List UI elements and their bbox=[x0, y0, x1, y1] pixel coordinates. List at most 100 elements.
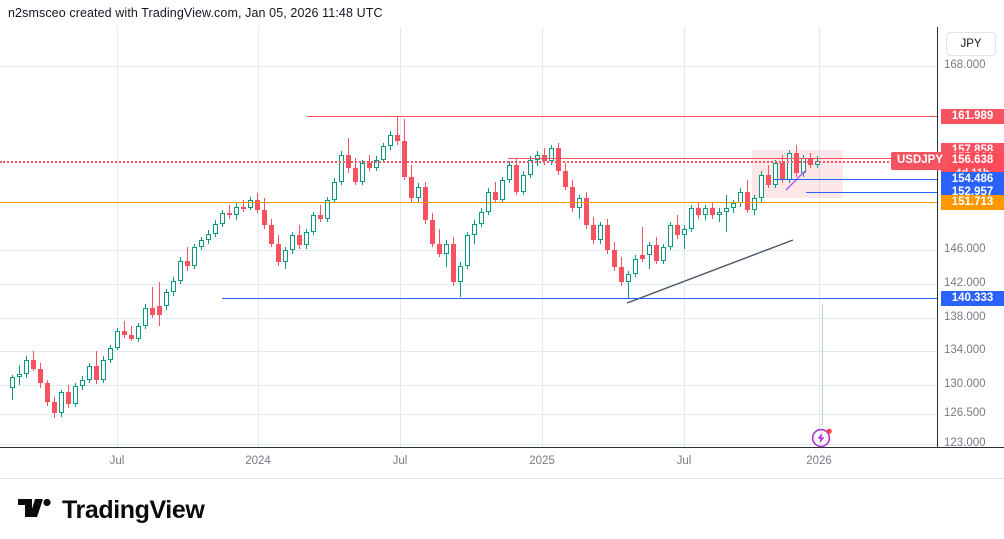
price-axis-divider bbox=[937, 27, 938, 447]
candle-body bbox=[269, 225, 274, 244]
candle-wick bbox=[446, 240, 447, 268]
candle-body bbox=[619, 267, 624, 283]
candle-body bbox=[38, 368, 43, 384]
candle-wick bbox=[726, 195, 727, 232]
candle-body bbox=[612, 250, 617, 268]
candle-body bbox=[500, 179, 505, 201]
candle-body bbox=[17, 373, 22, 378]
candle-body bbox=[493, 191, 498, 201]
candle-body bbox=[262, 210, 267, 226]
candle-wick bbox=[719, 208, 720, 222]
candle-body bbox=[731, 203, 736, 209]
candle-body bbox=[31, 359, 36, 369]
candle-body bbox=[696, 208, 701, 216]
candle-wick bbox=[187, 247, 188, 271]
gridline-vertical bbox=[117, 27, 118, 447]
time-tick-label: 2026 bbox=[806, 455, 832, 467]
tradingview-logo[interactable]: TradingView bbox=[18, 497, 205, 524]
candle-body bbox=[675, 225, 680, 236]
candle-body bbox=[395, 134, 400, 142]
candle-body bbox=[759, 174, 764, 199]
level-resistance-161[interactable] bbox=[307, 116, 937, 118]
gridline-vertical bbox=[542, 27, 543, 447]
candle-body bbox=[472, 223, 477, 236]
candle-body bbox=[360, 163, 365, 182]
candle-body bbox=[451, 243, 456, 283]
candle-wick bbox=[131, 326, 132, 342]
candle-body bbox=[136, 326, 141, 340]
price-tick-label: 123.000 bbox=[944, 436, 986, 447]
candle-body bbox=[682, 228, 687, 236]
candle-body bbox=[507, 164, 512, 180]
candle-body bbox=[402, 141, 407, 177]
candle-body bbox=[332, 181, 337, 201]
ticker-tag[interactable]: USDJPY bbox=[891, 152, 950, 171]
candle-body bbox=[626, 273, 631, 283]
gridline-horizontal bbox=[0, 414, 937, 415]
candle-body bbox=[409, 176, 414, 199]
candle-body bbox=[150, 307, 155, 316]
attribution-header: n2smsceo created with TradingView.com, J… bbox=[8, 6, 383, 20]
price-axis[interactable]: 168.000 146.000 142.000 138.000 134.000 130.0… bbox=[937, 27, 1004, 447]
candle-body bbox=[297, 235, 302, 246]
time-axis[interactable]: Jul 2024 Jul 2025 Jul 2026 bbox=[0, 447, 937, 478]
candle-body bbox=[521, 174, 526, 192]
level-support-152[interactable] bbox=[806, 192, 937, 193]
candle-body bbox=[430, 220, 435, 244]
candle-body bbox=[24, 359, 29, 374]
candle-body bbox=[185, 260, 190, 267]
candle-body bbox=[73, 385, 78, 405]
gridline-vertical bbox=[258, 27, 259, 447]
price-axis-label[interactable]: 140.333 bbox=[941, 290, 1004, 306]
candle-wick bbox=[439, 228, 440, 258]
level-last-price-line[interactable] bbox=[0, 161, 937, 164]
candle-body bbox=[94, 366, 99, 380]
candle-body bbox=[213, 223, 218, 234]
candle-body bbox=[710, 208, 715, 216]
candle-body bbox=[549, 147, 554, 162]
candle-body bbox=[794, 153, 799, 174]
candle-body bbox=[388, 134, 393, 147]
candle-body bbox=[752, 198, 757, 211]
candle-body bbox=[416, 186, 421, 199]
chart-plot-area[interactable] bbox=[0, 27, 937, 447]
currency-button[interactable]: JPY bbox=[946, 32, 996, 56]
gridline-horizontal bbox=[0, 385, 937, 386]
level-pivot-151[interactable] bbox=[0, 202, 937, 204]
candle-body bbox=[724, 208, 729, 212]
candle-body bbox=[192, 247, 197, 267]
candle-wick bbox=[229, 205, 230, 219]
candle-body bbox=[311, 215, 316, 232]
level-support-154[interactable] bbox=[773, 179, 937, 181]
candle-wick bbox=[159, 281, 160, 327]
candle-body bbox=[290, 235, 295, 251]
price-tick-label: 130.000 bbox=[944, 377, 986, 390]
level-resistance-157[interactable] bbox=[508, 158, 937, 160]
candle-body bbox=[66, 392, 71, 405]
candle-wick bbox=[243, 200, 244, 212]
gridline-vertical bbox=[819, 27, 820, 447]
candle-body bbox=[325, 200, 330, 219]
time-tick-label: Jul bbox=[109, 455, 125, 467]
candle-body bbox=[10, 377, 15, 389]
price-axis-label[interactable]: 154.486 bbox=[941, 171, 1004, 187]
candle-body bbox=[668, 225, 673, 248]
candle-body bbox=[437, 243, 442, 254]
candle-body bbox=[514, 164, 519, 192]
candle-body bbox=[661, 247, 666, 261]
candle-body bbox=[122, 331, 127, 336]
candle-body bbox=[591, 225, 596, 241]
candle-wick bbox=[152, 287, 153, 319]
price-axis-label[interactable]: 151.713 bbox=[941, 194, 1004, 210]
candle-body bbox=[276, 243, 281, 263]
candle-body bbox=[255, 200, 260, 211]
candle-body bbox=[584, 198, 589, 226]
candle-body bbox=[374, 159, 379, 169]
time-axis-divider bbox=[0, 447, 1004, 448]
candle-body bbox=[178, 260, 183, 281]
candle-body bbox=[80, 379, 85, 386]
level-support-140[interactable] bbox=[222, 298, 937, 300]
lightning-event-icon[interactable] bbox=[810, 425, 834, 447]
price-axis-label[interactable]: 161.989 bbox=[941, 108, 1004, 124]
